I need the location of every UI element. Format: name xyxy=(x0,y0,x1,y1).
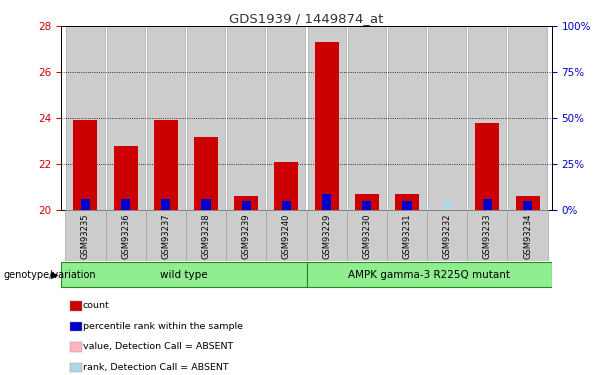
Text: GSM93231: GSM93231 xyxy=(403,213,411,259)
Text: ▶: ▶ xyxy=(51,270,58,280)
Text: GSM93238: GSM93238 xyxy=(202,213,210,259)
Bar xyxy=(107,26,145,210)
Text: GSM93232: GSM93232 xyxy=(443,213,452,259)
Bar xyxy=(428,26,466,210)
Bar xyxy=(113,146,138,210)
Text: value, Detection Call = ABSENT: value, Detection Call = ABSENT xyxy=(83,342,233,351)
FancyBboxPatch shape xyxy=(146,210,186,261)
FancyBboxPatch shape xyxy=(306,262,552,287)
Bar xyxy=(322,194,331,210)
Bar xyxy=(242,201,251,210)
Bar xyxy=(355,194,379,210)
Title: GDS1939 / 1449874_at: GDS1939 / 1449874_at xyxy=(229,12,384,25)
Bar xyxy=(468,26,506,210)
Bar xyxy=(395,194,419,210)
Bar xyxy=(267,26,305,210)
FancyBboxPatch shape xyxy=(347,210,387,261)
Bar xyxy=(227,26,265,210)
Bar xyxy=(121,198,130,210)
Bar xyxy=(147,26,185,210)
FancyBboxPatch shape xyxy=(61,262,306,287)
Text: GSM93234: GSM93234 xyxy=(523,213,532,259)
Text: GSM93233: GSM93233 xyxy=(483,213,492,259)
FancyBboxPatch shape xyxy=(186,210,226,261)
Text: count: count xyxy=(83,301,110,310)
FancyBboxPatch shape xyxy=(66,210,105,261)
Bar xyxy=(161,198,170,210)
Bar xyxy=(314,42,338,210)
FancyBboxPatch shape xyxy=(226,210,266,261)
FancyBboxPatch shape xyxy=(306,210,347,261)
FancyBboxPatch shape xyxy=(427,210,467,261)
FancyBboxPatch shape xyxy=(105,210,146,261)
FancyBboxPatch shape xyxy=(387,210,427,261)
Bar xyxy=(202,198,211,210)
Text: GSM93237: GSM93237 xyxy=(161,213,170,259)
Text: percentile rank within the sample: percentile rank within the sample xyxy=(83,322,243,331)
Bar xyxy=(308,26,346,210)
Bar xyxy=(282,201,291,210)
Text: GSM93235: GSM93235 xyxy=(81,213,90,259)
Bar xyxy=(402,201,411,210)
FancyBboxPatch shape xyxy=(467,210,508,261)
Bar xyxy=(516,196,539,210)
Text: AMPK gamma-3 R225Q mutant: AMPK gamma-3 R225Q mutant xyxy=(348,270,510,280)
Bar xyxy=(66,26,104,210)
Bar xyxy=(74,120,97,210)
Bar xyxy=(443,201,452,210)
Bar xyxy=(388,26,426,210)
Bar xyxy=(194,136,218,210)
Bar xyxy=(81,198,90,210)
Bar xyxy=(275,162,299,210)
Text: GSM93239: GSM93239 xyxy=(242,213,251,259)
Text: rank, Detection Call = ABSENT: rank, Detection Call = ABSENT xyxy=(83,363,229,372)
Text: GSM93230: GSM93230 xyxy=(362,213,371,259)
Bar xyxy=(483,198,492,210)
Bar xyxy=(187,26,225,210)
Text: wild type: wild type xyxy=(160,270,208,280)
Bar xyxy=(523,201,532,210)
Text: GSM93240: GSM93240 xyxy=(282,213,291,259)
Bar xyxy=(234,196,258,210)
Text: GSM93236: GSM93236 xyxy=(121,213,130,259)
Bar xyxy=(348,26,386,210)
Bar xyxy=(475,123,500,210)
Bar xyxy=(362,201,371,210)
Text: GSM93229: GSM93229 xyxy=(322,213,331,259)
Bar xyxy=(509,26,547,210)
Text: genotype/variation: genotype/variation xyxy=(3,270,96,280)
FancyBboxPatch shape xyxy=(508,210,547,261)
Bar xyxy=(154,120,178,210)
FancyBboxPatch shape xyxy=(266,210,306,261)
